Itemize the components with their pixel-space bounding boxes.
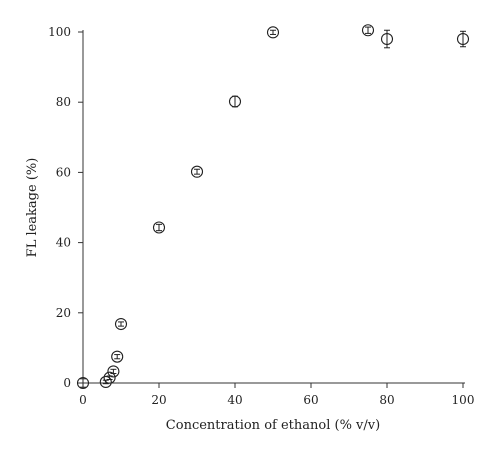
- data-points: [76, 24, 470, 390]
- y-tick-label: 40: [56, 236, 71, 250]
- y-tick-label: 60: [56, 165, 71, 179]
- point-marker: [76, 376, 90, 390]
- data-point: [76, 376, 90, 390]
- data-point: [107, 365, 120, 378]
- x-tick-label: 40: [227, 393, 242, 407]
- x-tick-label: 80: [379, 393, 394, 407]
- point-marker: [111, 350, 124, 363]
- data-point: [361, 24, 375, 37]
- tick-labels: 0 20 40 60 80 100 0 20 40 60 80 100: [48, 25, 474, 407]
- y-tick-label: 0: [63, 376, 71, 390]
- x-axis-title: Concentration of ethanol (% v/v): [166, 418, 380, 433]
- data-point: [456, 30, 470, 48]
- point-marker: [107, 365, 120, 378]
- data-point: [111, 350, 124, 363]
- point-marker: [266, 26, 280, 39]
- point-marker: [456, 32, 470, 46]
- data-point: [228, 95, 242, 108]
- point-marker: [228, 95, 242, 108]
- x-tick-label: 0: [79, 393, 87, 407]
- data-point: [190, 165, 204, 178]
- y-tick-label: 20: [56, 306, 71, 320]
- point-marker: [99, 375, 112, 388]
- data-point: [380, 29, 394, 49]
- y-axis-title: FL leakage (%): [25, 158, 40, 258]
- point-marker: [103, 371, 116, 384]
- x-tick-label: 20: [151, 393, 166, 407]
- y-tick-label: 80: [56, 95, 71, 109]
- axes: [82, 30, 465, 384]
- point-marker: [114, 317, 128, 331]
- y-tick-label: 100: [48, 25, 71, 39]
- point-marker: [152, 221, 166, 234]
- x-tick-label: 60: [303, 393, 318, 407]
- data-point: [114, 317, 128, 331]
- point-marker: [361, 24, 375, 37]
- ticks: [78, 31, 464, 388]
- x-tick-label: 100: [452, 393, 475, 407]
- data-point: [152, 221, 166, 234]
- point-marker: [190, 165, 204, 178]
- data-point: [266, 26, 280, 39]
- point-marker: [380, 32, 394, 46]
